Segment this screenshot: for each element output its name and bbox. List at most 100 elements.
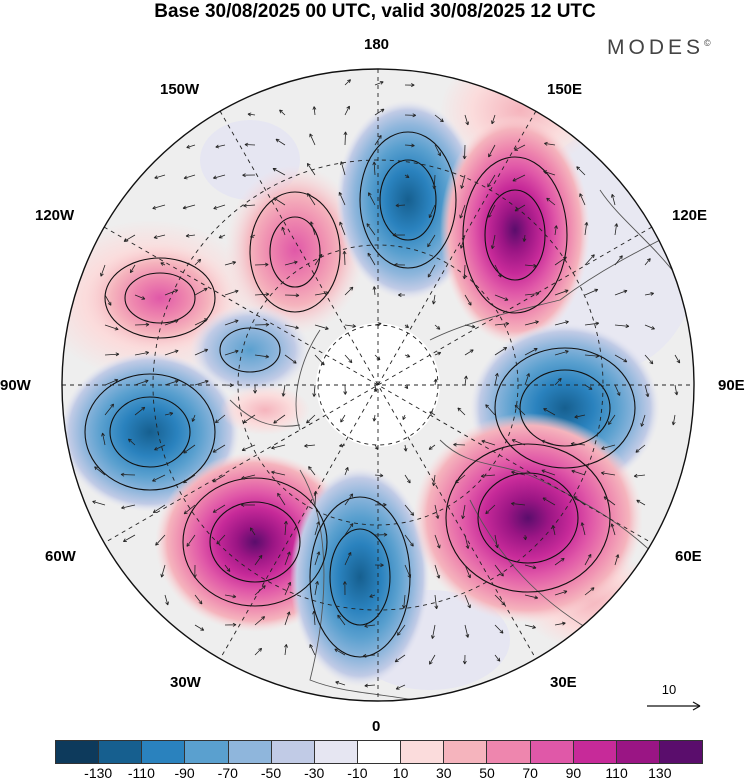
wind-arrow [404,113,417,118]
wind-arrow [372,286,377,296]
wind-arrow [584,321,600,326]
wind-arrow [183,444,196,454]
wind-arrow [543,408,556,416]
wind-arrow [164,379,179,386]
wind-arrow [335,680,346,686]
wind-arrow [398,293,406,297]
wind-arrow [554,289,569,296]
wind-arrow [240,503,256,507]
wind-arrow [524,320,539,326]
wind-arrow [212,504,226,513]
wind-arrow [428,444,436,450]
wind-arrow [524,564,537,570]
wind-arrow [271,470,286,476]
wind-arrow [183,174,196,180]
wind-arrow [254,354,270,359]
wind-arrow [186,144,196,149]
wind-arrow [644,354,654,365]
wind-arrow [434,594,439,610]
wind-arrow [191,414,196,422]
wind-arrow [224,564,231,572]
wind-arrow [395,684,406,690]
wind-arrow [633,473,646,478]
wind-arrow [610,523,616,536]
wind-arrow [614,255,623,266]
wind-arrow [338,191,346,206]
wind-arrow [427,264,436,278]
wind-arrow [554,350,569,356]
wind-arrow [362,653,376,658]
reference-vector-arrow [647,701,701,711]
wind-arrow [94,466,106,476]
wind-arrow [403,444,408,452]
wind-arrow [306,162,316,176]
map-disk [62,69,694,701]
wind-arrow [608,414,616,425]
colorbar-tick-label: 50 [479,765,495,781]
wind-arrow [314,324,329,330]
wind-arrow [366,223,376,236]
wind-arrow [344,551,352,566]
wind-arrow [134,294,146,300]
wind-arrow [432,174,437,190]
wind-arrow [155,534,166,546]
colorbar-tick-label: -110 [127,765,155,781]
wind-arrow [194,287,208,296]
wind-arrow [494,346,508,356]
wind-arrow [614,289,628,296]
wind-arrow [241,444,256,452]
wind-arrow [340,414,346,423]
wind-arrow [554,621,566,626]
wind-arrow [224,349,239,356]
wind-arrow [374,81,384,86]
wind-arrow [309,644,316,656]
wind-arrow [434,324,441,330]
wind-arrow [284,581,292,596]
wind-arrow [243,203,256,208]
wind-arrow [433,378,438,386]
wind-arrow [104,352,120,357]
wind-arrow [192,564,197,578]
wind-arrow [674,384,679,396]
wind-arrow [215,144,226,149]
wind-arrow [281,226,286,236]
wind-arrow [224,594,237,599]
wind-arrow [494,264,502,278]
anomaly-high-120w [85,243,235,353]
wind-arrow [340,161,346,176]
wind-arrow [243,414,256,424]
wind-arrow [120,472,136,477]
wind-arrow [250,234,256,238]
wind-arrow [183,504,196,515]
wind-arrow [342,581,347,596]
colorbar-swatch [659,741,703,763]
colorbar-swatch [530,741,574,763]
wind-arrow [494,321,510,326]
wind-arrow [434,564,441,579]
wind-arrow [154,174,166,180]
wind-arrow [344,523,354,536]
wind-arrow [273,197,286,206]
wind-vectors [92,79,681,690]
wind-arrow [153,234,166,239]
wind-arrow [644,324,655,330]
wind-arrow [100,264,106,277]
wind-arrow [224,319,239,326]
wind-arrow [284,293,300,298]
wind-arrow [254,585,266,596]
wind-arrow [428,204,436,219]
colorbar-tick-label: -10 [347,765,368,781]
wind-arrow [510,501,526,506]
wind-arrow [614,324,630,329]
wind-arrow [247,112,256,117]
wind-arrow [160,564,166,578]
wind-arrow [92,500,106,506]
wind-arrow [584,587,595,596]
wind-arrow [307,192,316,206]
wind-arrow [374,108,385,116]
wind-arrow [283,520,288,536]
wind-arrow [485,504,496,515]
wind-arrow [344,286,354,296]
wind-arrow [404,564,412,579]
lon-label-120w: 120W [35,207,75,224]
